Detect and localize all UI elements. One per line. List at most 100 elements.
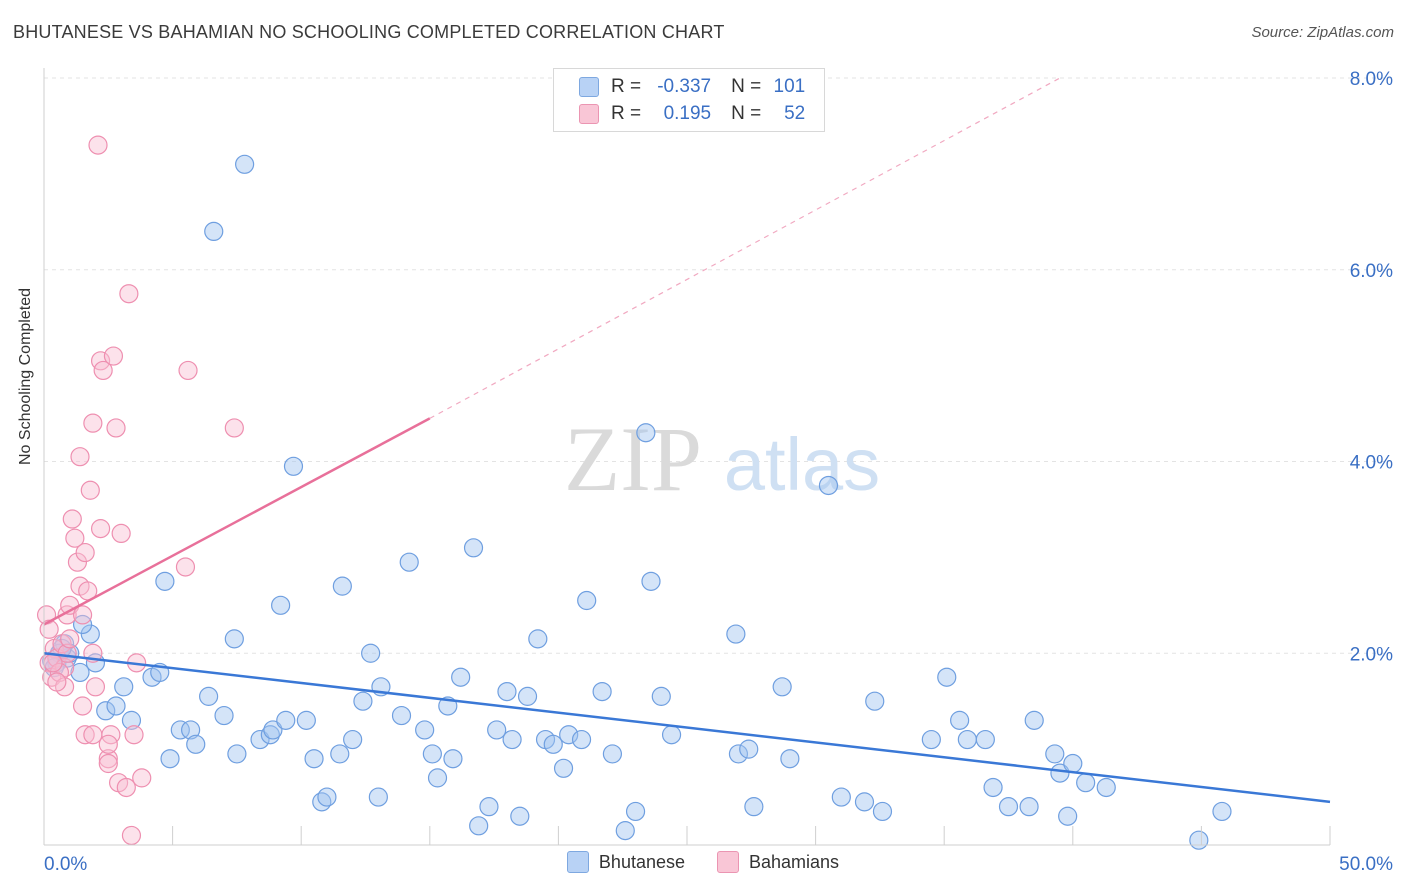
legend-item-bhutanese[interactable]: Bhutanese — [566, 851, 685, 873]
point-bahamians — [72, 696, 93, 716]
watermark-zip: ZIP — [564, 408, 702, 510]
point-bhutanese — [865, 691, 885, 711]
point-bhutanese — [559, 725, 579, 745]
y-tick-label: 8.0% — [1350, 69, 1393, 90]
n-value: 101 — [773, 76, 806, 97]
point-bhutanese — [343, 729, 363, 750]
legend-item-bahamians[interactable]: Bahamians — [717, 851, 839, 873]
point-bhutanese — [636, 423, 656, 443]
point-bhutanese — [872, 801, 893, 822]
point-bhutanese — [739, 739, 759, 759]
point-bhutanese — [332, 576, 352, 596]
n-label: N = — [731, 103, 762, 124]
point-bahamians — [93, 360, 113, 381]
point-bhutanese — [235, 154, 255, 174]
point-bhutanese — [497, 681, 517, 702]
legend-row-bahamians: R = 0.195 N = 52 — [579, 101, 805, 127]
point-bhutanese — [1058, 806, 1078, 826]
point-bhutanese — [744, 797, 764, 817]
point-bhutanese — [780, 749, 800, 769]
r-value: -0.337 — [657, 76, 712, 97]
point-bhutanese — [368, 787, 388, 807]
point-bahamians — [67, 552, 88, 572]
point-bahamians — [65, 528, 85, 548]
point-bahamians — [90, 519, 111, 539]
point-bahamians — [98, 749, 118, 769]
point-bahamians — [85, 677, 106, 697]
point-bahamians — [60, 629, 80, 649]
point-bhutanese — [1212, 801, 1232, 822]
point-bhutanese — [391, 705, 412, 726]
point-bahamians — [119, 284, 139, 304]
y-axis-label: No Schooling Completed — [17, 288, 34, 465]
point-bhutanese — [921, 729, 941, 750]
point-bhutanese — [502, 729, 522, 750]
point-bhutanese — [181, 720, 201, 740]
r-value: 0.195 — [663, 103, 712, 124]
point-bahamians — [57, 643, 77, 663]
point-bahamians — [121, 825, 142, 846]
point-bahamians — [98, 753, 118, 774]
point-bhutanese — [517, 686, 538, 706]
n-value: 52 — [784, 103, 806, 124]
point-bhutanese — [463, 538, 484, 558]
point-bhutanese — [276, 710, 296, 730]
point-bhutanese — [510, 806, 530, 826]
point-bhutanese — [831, 787, 851, 807]
point-bhutanese — [399, 552, 419, 572]
point-bhutanese — [422, 744, 442, 764]
point-bhutanese — [661, 725, 682, 745]
legend-label-bahamians: Bahamians — [749, 851, 840, 872]
point-bhutanese — [487, 720, 507, 740]
point-bhutanese — [528, 629, 548, 649]
point-bahamians — [70, 447, 90, 467]
point-bahamians — [132, 768, 152, 788]
point-bhutanese — [415, 720, 435, 740]
point-bhutanese — [950, 710, 970, 730]
points-layer — [36, 135, 1232, 850]
point-bhutanese — [353, 691, 373, 711]
point-bahamians — [98, 734, 118, 754]
point-bhutanese — [615, 821, 635, 841]
point-bahamians — [72, 605, 93, 625]
legend-row-bhutanese: R = -0.337 N = 101 — [579, 74, 805, 100]
point-bhutanese — [330, 744, 350, 764]
point-bhutanese — [1063, 753, 1083, 774]
point-bhutanese — [296, 710, 316, 730]
point-bhutanese — [204, 221, 224, 241]
point-bhutanese — [726, 624, 746, 644]
point-bhutanese — [469, 816, 489, 836]
point-bhutanese — [998, 797, 1019, 817]
point-bhutanese — [479, 797, 499, 817]
x-tick-label-min: 0.0% — [44, 854, 87, 875]
point-bhutanese — [227, 744, 247, 764]
point-bhutanese — [1050, 763, 1070, 783]
point-bahamians — [80, 480, 100, 500]
point-bahamians — [178, 360, 198, 381]
legend-swatch-bahamians — [717, 851, 739, 873]
point-bhutanese — [427, 768, 448, 788]
point-bahamians — [47, 672, 67, 692]
point-bhutanese — [975, 729, 995, 750]
point-bhutanese — [728, 744, 749, 764]
point-bhutanese — [651, 686, 671, 706]
y-tick-label: 2.0% — [1350, 644, 1393, 665]
axes-layer: 2.0% 4.0% 6.0% 8.0% 0.0% 50.0% — [43, 68, 1393, 875]
point-bhutanese — [106, 696, 126, 716]
point-bahamians — [43, 653, 63, 673]
point-bhutanese — [224, 629, 244, 649]
n-label: N = — [731, 76, 762, 97]
point-bhutanese — [443, 749, 463, 769]
point-bahamians — [103, 346, 124, 366]
point-bhutanese — [70, 662, 90, 683]
y-tick-label: 6.0% — [1350, 261, 1393, 282]
point-bahamians — [124, 725, 144, 745]
point-bahamians — [116, 777, 136, 798]
point-bahamians — [75, 542, 95, 563]
point-bhutanese — [641, 571, 661, 591]
point-bahamians — [62, 509, 82, 529]
point-bhutanese — [818, 475, 839, 496]
point-bahamians — [175, 557, 196, 577]
point-bhutanese — [199, 686, 219, 706]
